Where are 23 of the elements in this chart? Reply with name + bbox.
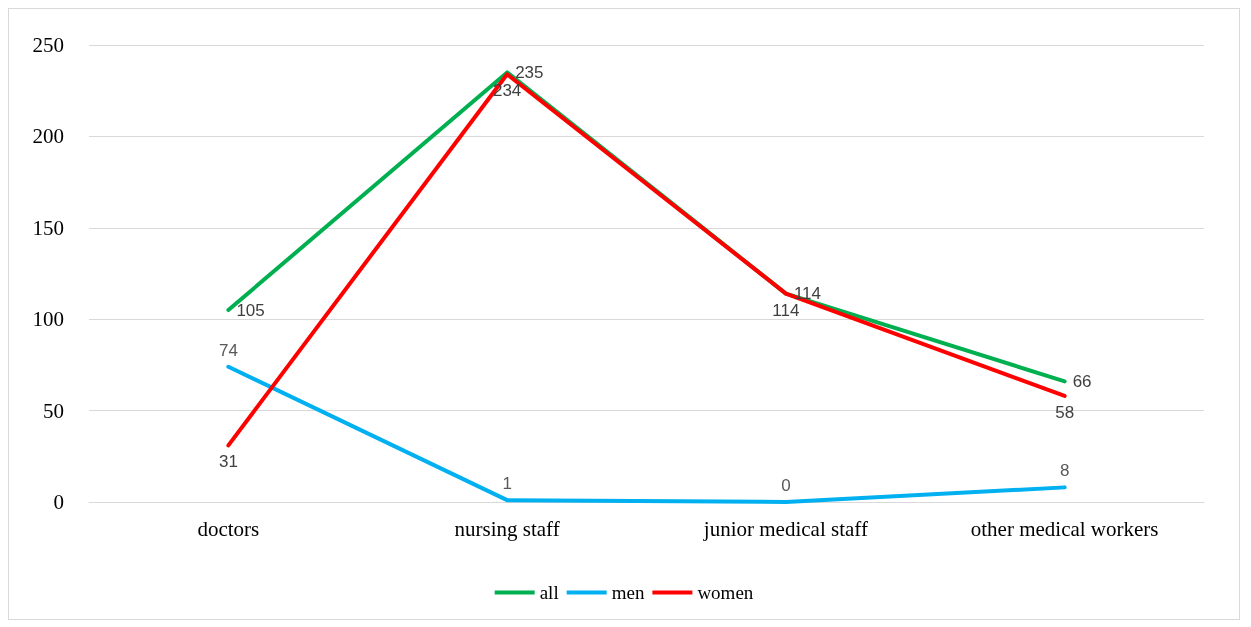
x-tick-label: nursing staff: [454, 516, 560, 541]
y-tick-label: 50: [43, 398, 64, 423]
data-label: 58: [1055, 402, 1075, 422]
x-tick-label: doctors: [197, 516, 260, 541]
y-tick-label: 150: [32, 215, 64, 240]
legend-label: women: [697, 582, 754, 603]
data-label: 105: [236, 300, 265, 320]
y-tick-label: 200: [32, 124, 64, 149]
y-tick-label: 100: [32, 307, 64, 332]
data-label: 234: [492, 81, 522, 101]
data-label: 66: [1072, 371, 1092, 391]
data-label: 8: [1059, 461, 1070, 481]
legend-label: men: [611, 582, 645, 603]
legend-label: all: [539, 582, 559, 603]
y-tick-label: 250: [32, 33, 64, 57]
data-label: 235: [515, 62, 544, 82]
data-label: 0: [781, 476, 791, 495]
data-label: 1: [502, 474, 512, 494]
data-label: 31: [218, 452, 238, 472]
y-tick-label: 0: [53, 490, 64, 514]
x-tick-label: junior medical staff: [702, 516, 868, 541]
x-tick-label: other medical workers: [970, 516, 1159, 541]
data-label: 74: [218, 340, 238, 360]
